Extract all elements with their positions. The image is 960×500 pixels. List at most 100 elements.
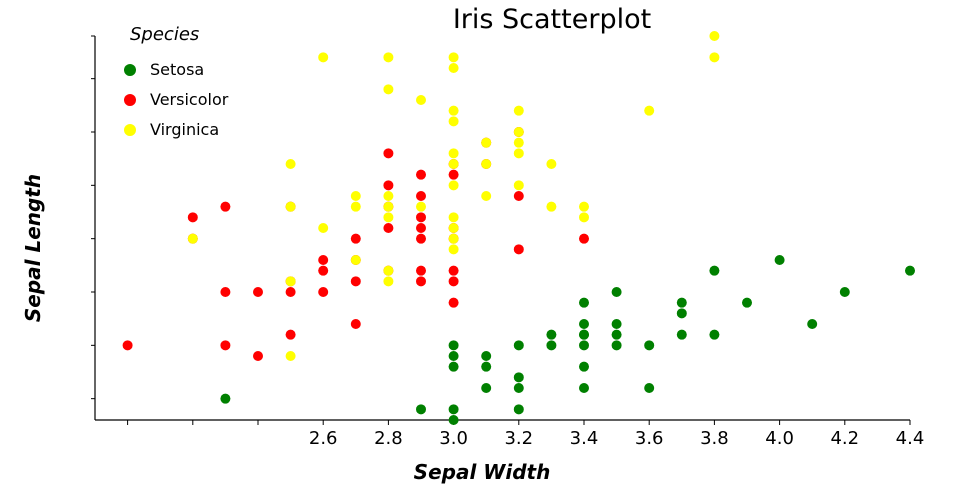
- data-point: [383, 84, 394, 95]
- data-point: [383, 276, 394, 287]
- series-versicolor: [122, 127, 589, 361]
- data-point: [709, 52, 720, 63]
- data-point: [481, 191, 492, 201]
- data-point: [481, 383, 492, 393]
- data-point: [448, 340, 459, 351]
- x-tick-label: 4.0: [765, 428, 794, 449]
- data-point: [481, 361, 492, 372]
- data-point: [513, 383, 524, 393]
- data-point: [839, 287, 850, 297]
- data-point: [416, 276, 426, 287]
- data-point: [513, 127, 524, 137]
- data-point: [220, 393, 231, 404]
- data-point: [579, 201, 589, 212]
- y-axis-label: Sepal Length: [21, 174, 45, 322]
- data-point: [579, 233, 589, 244]
- legend-title: Species: [130, 24, 199, 45]
- data-point: [774, 255, 785, 265]
- data-point: [481, 159, 492, 169]
- data-point: [318, 52, 329, 63]
- legend: Species Setosa Versicolor Virginica: [124, 24, 229, 139]
- data-point: [350, 191, 361, 201]
- legend-swatch: [124, 124, 136, 136]
- data-point: [285, 329, 296, 340]
- y-axis-ticks: [91, 35, 95, 400]
- data-point: [481, 137, 492, 148]
- legend-label: Versicolor: [150, 90, 229, 109]
- x-tick-label: 3.2: [504, 428, 533, 449]
- x-tick-label: 4.4: [896, 428, 925, 449]
- data-point: [513, 244, 524, 255]
- x-tick-label: 3.0: [439, 428, 468, 449]
- data-point: [350, 233, 361, 244]
- data-point: [546, 201, 557, 212]
- data-point: [579, 361, 589, 372]
- data-point: [318, 255, 329, 265]
- data-point: [644, 383, 655, 393]
- x-tick-label: 3.6: [635, 428, 664, 449]
- data-point: [807, 319, 818, 329]
- data-point: [416, 223, 426, 233]
- series-virginica: [187, 31, 720, 361]
- data-point: [742, 297, 752, 308]
- data-point: [448, 265, 459, 276]
- data-point: [611, 329, 622, 340]
- data-point: [644, 105, 655, 116]
- data-point: [513, 372, 524, 383]
- data-point: [546, 340, 557, 351]
- data-point: [253, 351, 263, 361]
- data-point: [253, 287, 263, 297]
- data-point: [383, 191, 394, 201]
- data-point: [350, 319, 361, 329]
- data-point: [448, 169, 459, 180]
- data-point: [220, 340, 231, 351]
- data-point: [448, 105, 459, 116]
- data-point: [416, 212, 426, 223]
- data-point: [318, 223, 329, 233]
- data-point: [383, 52, 394, 63]
- data-point: [220, 201, 231, 212]
- data-point: [416, 169, 426, 180]
- data-point: [448, 180, 459, 191]
- data-point: [383, 265, 394, 276]
- data-point: [676, 329, 687, 340]
- data-point: [513, 137, 524, 148]
- data-point: [187, 212, 198, 223]
- data-point: [285, 201, 296, 212]
- data-point: [448, 52, 459, 63]
- data-point: [579, 383, 589, 393]
- data-point: [416, 265, 426, 276]
- chart-title: Iris Scatterplot: [453, 4, 651, 35]
- data-point: [579, 297, 589, 308]
- x-tick-label: 2.6: [309, 428, 338, 449]
- data-point: [448, 276, 459, 287]
- data-point: [416, 404, 426, 415]
- data-point: [579, 319, 589, 329]
- data-point: [676, 308, 687, 319]
- data-point: [513, 148, 524, 159]
- data-point: [513, 191, 524, 201]
- data-point: [448, 116, 459, 127]
- data-point: [448, 148, 459, 159]
- data-point: [448, 297, 459, 308]
- data-point: [187, 233, 198, 244]
- data-point: [905, 265, 915, 276]
- data-point: [676, 297, 687, 308]
- legend-label: Setosa: [150, 60, 204, 79]
- data-point: [513, 340, 524, 351]
- data-point: [611, 340, 622, 351]
- data-point: [416, 191, 426, 201]
- data-point: [448, 361, 459, 372]
- data-point: [416, 233, 426, 244]
- data-point: [448, 404, 459, 415]
- data-point: [383, 148, 394, 159]
- data-point: [350, 276, 361, 287]
- data-point: [448, 415, 459, 425]
- x-tick-label: 2.8: [374, 428, 403, 449]
- data-point: [448, 351, 459, 361]
- data-point: [644, 340, 655, 351]
- data-point: [579, 212, 589, 223]
- legend-swatch: [124, 64, 136, 76]
- data-point: [350, 201, 361, 212]
- data-point: [122, 340, 133, 351]
